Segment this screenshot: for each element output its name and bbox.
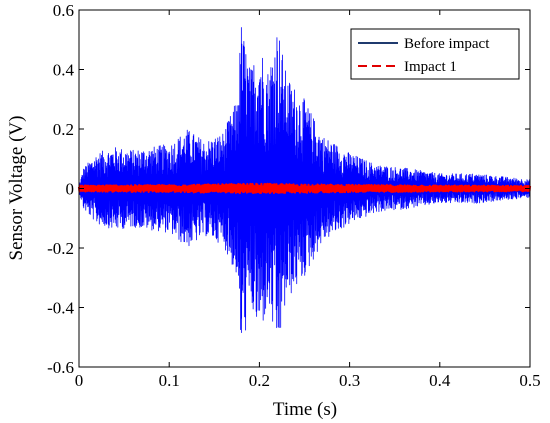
legend-label-impact-1: Impact 1 [404, 59, 457, 75]
y-tick-label: -0.4 [47, 299, 74, 318]
x-tick-label: 0.2 [249, 371, 270, 390]
ticks-layer: 0 0.1 0.2 0.3 0.4 0.5 -0.6 -0.4 -0.2 0 0.2 0.4 0.6 [47, 1, 541, 390]
y-tick-label: 0.6 [53, 1, 74, 20]
y-tick-label: -0.2 [47, 239, 74, 258]
x-axis-label: Time (s) [273, 399, 337, 420]
legend-label-before-impact: Before impact [404, 36, 490, 52]
y-tick-label: 0.4 [53, 61, 75, 80]
legend: Before impact Impact 1 [350, 28, 520, 80]
y-tick-label: 0.2 [53, 120, 74, 139]
x-tick-label: 0.5 [519, 371, 540, 390]
x-tick-label: 0.1 [159, 371, 180, 390]
y-axis-label: Sensor Voltage (V) [6, 116, 27, 261]
x-tick-label: 0.3 [339, 371, 360, 390]
series-line-before-impact [78, 27, 531, 334]
series-line-impact-1 [77, 182, 532, 195]
plot-layer [77, 27, 532, 334]
y-tick-label: 0 [66, 180, 75, 199]
x-tick-label: 0 [75, 371, 84, 390]
x-tick-label: 0.4 [429, 371, 451, 390]
y-tick-label: -0.6 [47, 358, 74, 377]
legend-box [350, 28, 520, 80]
